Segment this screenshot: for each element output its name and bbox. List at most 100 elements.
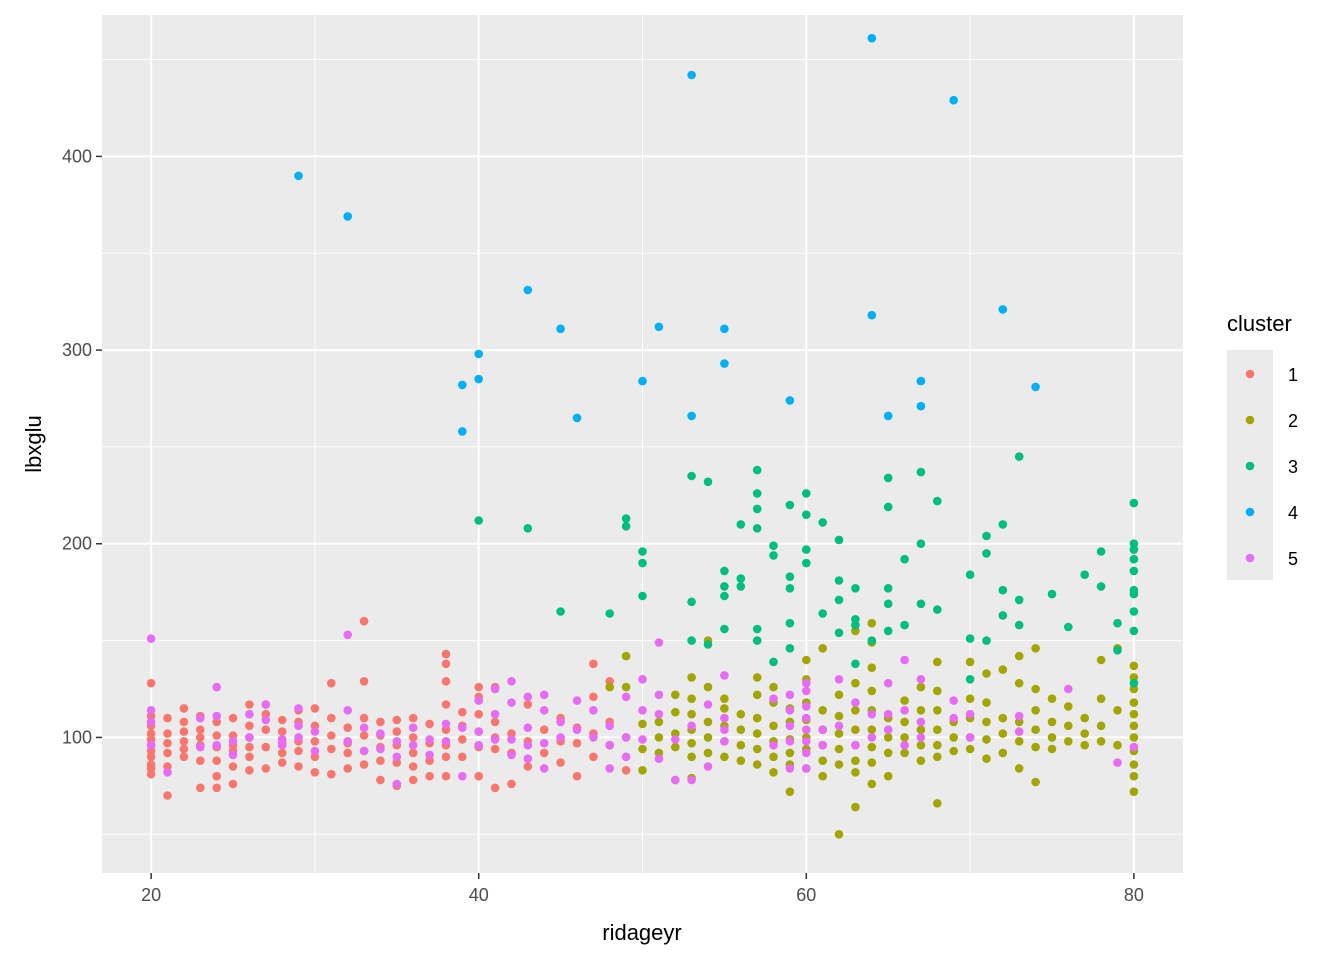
legend-label-2: 2: [1288, 411, 1298, 431]
data-point-cluster-2: [752, 729, 762, 738]
data-point-cluster-4: [867, 33, 877, 43]
data-point-cluster-1: [196, 733, 205, 742]
data-point-cluster-3: [982, 636, 991, 645]
legend-key-4: [1245, 507, 1255, 517]
data-point-cluster-1: [474, 709, 484, 719]
data-point-cluster-5: [261, 715, 271, 725]
data-point-cluster-1: [490, 783, 500, 793]
data-point-cluster-3: [752, 489, 762, 498]
data-point-cluster-1: [458, 735, 467, 744]
data-point-cluster-5: [834, 675, 844, 684]
data-point-cluster-2: [933, 686, 942, 696]
data-point-cluster-1: [441, 752, 451, 762]
data-point-cluster-5: [343, 706, 353, 715]
data-point-cluster-5: [851, 740, 860, 750]
legend-key-5: [1245, 553, 1255, 563]
data-point-cluster-2: [703, 748, 713, 758]
data-point-cluster-1: [179, 704, 189, 713]
data-point-cluster-3: [752, 524, 762, 533]
data-point-cluster-2: [1014, 678, 1024, 688]
data-point-cluster-2: [736, 740, 746, 750]
data-point-cluster-4: [687, 70, 696, 80]
data-point-cluster-5: [310, 746, 320, 756]
data-point-cluster-5: [507, 677, 516, 686]
data-point-cluster-1: [441, 677, 451, 686]
data-point-cluster-5: [687, 775, 696, 785]
data-point-cluster-2: [1129, 721, 1139, 731]
data-point-cluster-3: [916, 599, 926, 609]
data-point-cluster-2: [933, 725, 942, 734]
data-point-cluster-2: [851, 678, 860, 688]
data-point-cluster-5: [785, 764, 795, 773]
data-point-cluster-3: [834, 576, 844, 585]
data-point-cluster-1: [589, 692, 598, 702]
data-point-cluster-1: [277, 715, 287, 725]
data-point-cluster-4: [638, 376, 647, 386]
data-point-cluster-5: [720, 713, 729, 723]
data-point-cluster-2: [818, 756, 827, 765]
data-point-cluster-4: [867, 310, 877, 320]
data-point-cluster-5: [785, 706, 795, 715]
data-point-cluster-5: [867, 733, 877, 742]
data-point-cluster-3: [556, 607, 565, 616]
data-point-cluster-3: [1014, 595, 1024, 605]
data-point-cluster-2: [1129, 787, 1139, 796]
data-point-cluster-2: [769, 752, 778, 762]
data-point-cluster-3: [818, 609, 827, 618]
data-point-cluster-5: [228, 750, 238, 760]
data-point-cluster-3: [1080, 570, 1089, 579]
data-point-cluster-3: [900, 620, 909, 630]
data-point-cluster-2: [933, 657, 942, 667]
data-point-cluster-2: [851, 756, 860, 765]
data-point-cluster-3: [1047, 589, 1057, 599]
data-point-cluster-5: [196, 742, 205, 752]
data-point-cluster-3: [785, 618, 795, 628]
data-point-cluster-2: [752, 760, 762, 769]
data-point-cluster-2: [867, 758, 877, 767]
data-point-cluster-5: [883, 678, 893, 688]
x-tick-label: 60: [796, 885, 816, 905]
data-point-cluster-2: [851, 706, 860, 715]
data-point-cluster-2: [769, 682, 778, 692]
data-point-cluster-5: [261, 700, 271, 709]
data-point-cluster-3: [802, 510, 811, 519]
data-point-cluster-1: [408, 748, 418, 758]
data-point-cluster-5: [539, 738, 549, 748]
data-point-cluster-1: [327, 744, 336, 754]
data-point-cluster-5: [703, 700, 713, 709]
data-point-cluster-5: [589, 733, 598, 742]
data-point-cluster-1: [212, 731, 221, 740]
data-point-cluster-2: [769, 721, 778, 731]
data-point-cluster-5: [900, 706, 909, 715]
data-point-cluster-1: [179, 752, 189, 762]
data-point-cluster-2: [1129, 760, 1139, 769]
data-point-cluster-1: [490, 717, 500, 727]
data-point-cluster-4: [474, 349, 484, 359]
data-point-cluster-2: [1129, 661, 1139, 671]
data-point-cluster-1: [310, 704, 320, 713]
data-point-cluster-3: [1129, 498, 1139, 508]
data-point-cluster-2: [998, 729, 1008, 738]
data-point-cluster-3: [785, 500, 795, 510]
data-point-cluster-5: [965, 709, 975, 719]
data-point-cluster-5: [720, 737, 729, 746]
legend: cluster 1 2 3 4 5: [1227, 311, 1298, 580]
data-point-cluster-2: [720, 694, 729, 703]
legend-label-3: 3: [1288, 457, 1298, 477]
data-point-cluster-4: [654, 322, 664, 332]
data-point-cluster-3: [834, 628, 844, 638]
data-point-cluster-2: [818, 771, 827, 781]
data-point-cluster-1: [327, 769, 336, 779]
data-point-cluster-2: [1047, 733, 1057, 742]
data-point-cluster-5: [458, 771, 467, 781]
data-point-cluster-1: [589, 659, 598, 669]
data-point-cluster-1: [294, 746, 303, 756]
data-point-cluster-3: [916, 539, 926, 548]
data-point-cluster-5: [441, 737, 451, 746]
data-point-cluster-3: [785, 644, 795, 653]
data-point-cluster-5: [818, 725, 827, 734]
data-point-cluster-5: [196, 713, 205, 723]
data-point-cluster-5: [654, 754, 664, 763]
data-point-cluster-1: [245, 721, 254, 731]
data-point-cluster-2: [769, 768, 778, 777]
